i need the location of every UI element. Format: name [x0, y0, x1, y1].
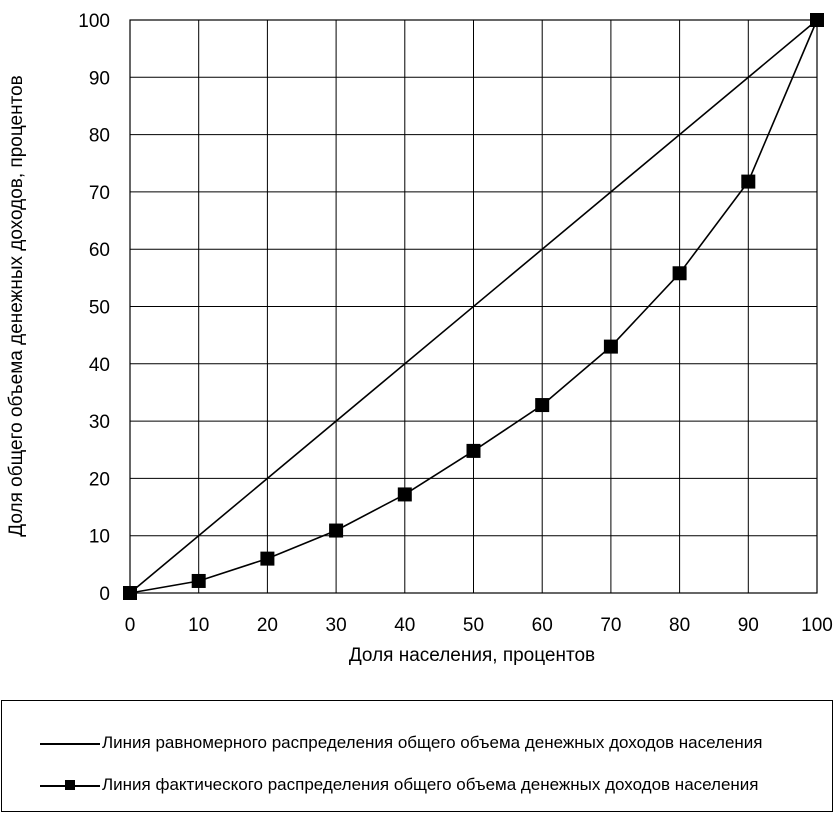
- series-1-point-0: [123, 586, 137, 600]
- y-axis-ticks: 0 10 20 30 40 50 60 70 80 90 100: [78, 11, 110, 605]
- series-0-line: [129, 19, 818, 594]
- series-1-point-6: [535, 398, 550, 413]
- y-tick-label-2: 20: [89, 469, 110, 490]
- x-tick-label-7: 70: [600, 615, 621, 636]
- y-axis-label: Доля общего объема денежных доходов, про…: [6, 75, 27, 536]
- lorenz-chart: 0 10 20 30 40 50 60 70 80 90 100 0 10 20 30 40 50 60 70 80…: [6, 11, 833, 666]
- x-tick-label-9: 90: [738, 615, 759, 636]
- legend-entry-actual: Линия фактического распределения общего …: [40, 775, 759, 795]
- grid: [129, 19, 818, 594]
- x-tick-label-8: 80: [669, 615, 690, 636]
- x-tick-label-4: 40: [394, 615, 415, 636]
- x-tick-label-0: 0: [125, 615, 136, 636]
- series-1-point-8: [672, 266, 687, 281]
- y-tick-label-9: 90: [89, 68, 110, 89]
- x-axis-ticks: 0 10 20 30 40 50 60 70 80 90 100: [125, 615, 833, 636]
- y-tick-label-0: 0: [99, 584, 110, 605]
- series-layer: [123, 13, 824, 600]
- series-1-point-10: [810, 13, 824, 27]
- legend-marker-swatch: [40, 778, 100, 792]
- series-1-point-3: [329, 523, 344, 538]
- y-tick-label-3: 30: [89, 412, 110, 433]
- x-tick-label-6: 60: [532, 615, 553, 636]
- y-tick-label-8: 80: [89, 126, 110, 147]
- y-tick-label-6: 60: [89, 240, 110, 261]
- x-tick-label-2: 20: [257, 615, 278, 636]
- series-1-point-4: [397, 487, 412, 502]
- x-tick-label-1: 10: [188, 615, 209, 636]
- legend: Линия равномерного распределения общего …: [1, 700, 833, 812]
- x-tick-label-3: 30: [326, 615, 347, 636]
- legend-label-actual: Линия фактического распределения общего …: [102, 775, 759, 794]
- legend-entry-uniform: Линия равномерного распределения общего …: [40, 733, 763, 753]
- series-1-point-1: [191, 573, 206, 588]
- y-tick-label-7: 70: [89, 183, 110, 204]
- series-1-point-5: [466, 443, 481, 458]
- y-tick-label-10: 100: [78, 11, 110, 32]
- x-axis-label: Доля населения, процентов: [349, 645, 595, 666]
- series-1-point-9: [741, 174, 756, 189]
- plot-frame: [129, 19, 818, 594]
- x-tick-label-5: 50: [463, 615, 484, 636]
- y-tick-label-1: 10: [89, 527, 110, 548]
- legend-line-swatch: [40, 736, 100, 750]
- series-1-point-7: [603, 339, 618, 354]
- series-1-point-2: [260, 551, 275, 566]
- y-tick-label-5: 50: [89, 298, 110, 319]
- legend-label-uniform: Линия равномерного распределения общего …: [102, 733, 763, 752]
- x-tick-label-10: 100: [801, 615, 833, 636]
- y-tick-label-4: 40: [89, 355, 110, 376]
